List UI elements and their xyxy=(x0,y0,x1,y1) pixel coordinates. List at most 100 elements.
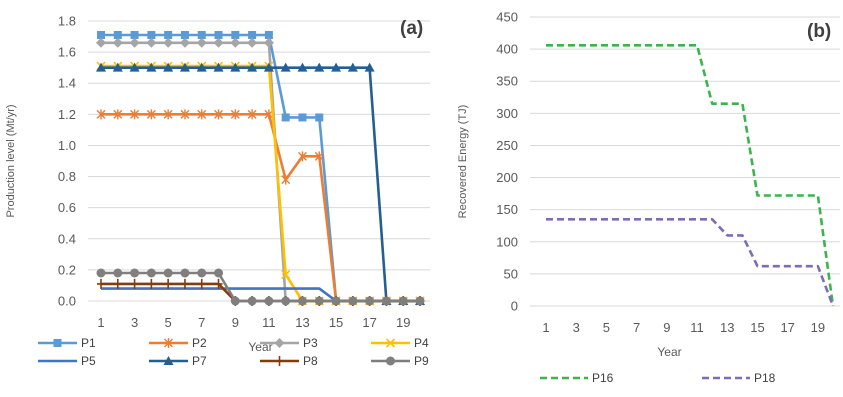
series-line-p1 xyxy=(101,33,420,303)
legend-label: P7 xyxy=(192,354,207,368)
legend-item-p8: P8 xyxy=(260,354,318,368)
data-point xyxy=(97,278,105,289)
data-point xyxy=(365,296,375,306)
x-tick-label: 7 xyxy=(198,315,205,330)
legend-label: P8 xyxy=(303,354,318,368)
x-tick-label: 13 xyxy=(720,320,734,335)
data-point xyxy=(146,109,156,120)
data-point xyxy=(348,296,358,306)
data-point xyxy=(214,278,223,289)
x-tick-label: 19 xyxy=(811,320,825,335)
y-tick-label: 1.0 xyxy=(58,138,76,153)
data-point xyxy=(280,62,291,72)
data-point xyxy=(214,31,223,39)
y-tick-labels: 0.0 0.2 0.4 0.6 0.8 1.0 1.2 1.4 1.6 1.8 xyxy=(58,14,76,309)
gridlines xyxy=(530,16,840,307)
legend-marker xyxy=(163,356,174,365)
legend-marker xyxy=(164,338,173,348)
y-tick-label: 0.4 xyxy=(58,231,76,246)
data-point xyxy=(230,109,240,120)
data-point xyxy=(180,109,190,120)
data-point xyxy=(197,31,206,39)
data-point xyxy=(179,62,190,72)
y-axis-label: Production level (Mt/yr) xyxy=(5,104,17,217)
data-point xyxy=(314,296,324,306)
data-point xyxy=(331,62,342,72)
data-point xyxy=(197,109,207,120)
data-point xyxy=(180,31,189,39)
data-point xyxy=(297,296,307,306)
data-point xyxy=(263,37,274,48)
series-line-p18 xyxy=(546,218,835,307)
y-tick-label: 0.0 xyxy=(58,294,76,309)
data-point xyxy=(281,174,291,185)
x-tick-label: 15 xyxy=(329,315,343,330)
legend-item-p3: P3 xyxy=(260,336,318,350)
legend: P1 P2 P3 P4 P5 P7 P8 P9 xyxy=(38,336,429,368)
data-point xyxy=(96,62,106,72)
data-point xyxy=(315,113,324,122)
legend-marker xyxy=(275,356,284,366)
y-tick-label: 100 xyxy=(496,234,518,249)
y-tick-label: 400 xyxy=(496,42,518,57)
x-tick-label: 13 xyxy=(295,315,309,330)
panel-label: (b) xyxy=(807,21,831,42)
y-tick-label: 0.6 xyxy=(58,200,76,215)
x-tick-label: 5 xyxy=(603,320,610,335)
chart-panel-a: 0.00.20.40.60.81.01.21.41.61.81 3 5 7 9 11 13 1… xyxy=(5,14,430,368)
y-tick-label: 50 xyxy=(504,266,518,281)
data-point xyxy=(247,109,257,120)
data-point xyxy=(230,296,240,306)
y-tick-label: 300 xyxy=(496,106,518,121)
data-point xyxy=(112,62,123,72)
legend-label: P9 xyxy=(414,354,429,368)
data-point xyxy=(415,296,425,306)
legend-item-p9: P9 xyxy=(371,354,429,368)
data-point xyxy=(113,31,122,39)
legend-marker xyxy=(386,356,395,366)
y-tick-labels: 0 50 100 150 200 250 300 350 400 450 xyxy=(496,10,518,314)
data-point xyxy=(213,37,224,48)
data-point xyxy=(112,37,123,48)
x-tick-label: 5 xyxy=(165,315,172,330)
y-tick-label: 350 xyxy=(496,74,518,89)
y-tick-label: 0.2 xyxy=(58,262,76,277)
data-point xyxy=(297,151,307,162)
legend-item-p1: P1 xyxy=(38,336,96,350)
data-point xyxy=(281,296,291,306)
x-tick-labels: 1 3 5 7 9 11 13 15 17 19 xyxy=(542,320,825,335)
y-tick-label: 0.8 xyxy=(58,169,76,184)
y-tick-label: 1.6 xyxy=(58,45,76,60)
data-point xyxy=(281,113,290,122)
x-tick-label: 1 xyxy=(542,320,549,335)
data-point xyxy=(248,31,257,39)
y-tick-label: 250 xyxy=(496,138,518,153)
data-point xyxy=(230,62,241,72)
data-point xyxy=(214,268,224,278)
series-p1 xyxy=(97,31,424,305)
x-tick-label: 1 xyxy=(97,315,104,330)
data-point xyxy=(264,31,273,39)
x-tick-label: 15 xyxy=(750,320,764,335)
data-point xyxy=(146,268,156,278)
x-tick-label: 19 xyxy=(396,315,410,330)
data-point xyxy=(130,278,139,289)
data-point xyxy=(196,62,207,72)
x-tick-label: 11 xyxy=(690,320,704,335)
x-tick-label: 7 xyxy=(633,320,640,335)
data-point xyxy=(398,296,408,306)
x-tick-label: 3 xyxy=(573,320,580,335)
data-point xyxy=(164,278,173,289)
data-point xyxy=(146,62,157,72)
x-tick-label: 17 xyxy=(362,315,376,330)
legend-item-p7: P7 xyxy=(149,354,207,368)
data-point xyxy=(163,268,173,278)
data-point xyxy=(230,37,241,48)
series-p9 xyxy=(96,268,425,306)
data-point xyxy=(263,62,274,72)
data-point xyxy=(129,37,140,48)
legend-item-p4: P4 xyxy=(371,336,429,350)
series-p4 xyxy=(96,61,425,306)
data-point xyxy=(164,31,173,39)
